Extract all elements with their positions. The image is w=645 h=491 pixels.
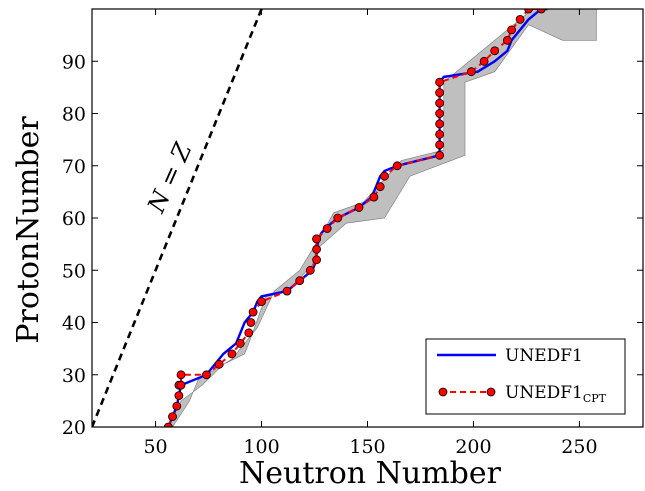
y-tick-label: 20	[62, 417, 86, 439]
unedf1-cpt-point	[201, 370, 211, 380]
unedf1-cpt-point	[375, 182, 385, 192]
x-tick-label: 100	[243, 436, 279, 458]
y-axis-label: ProtonNumber	[11, 116, 46, 344]
unedf1-cpt-point	[163, 422, 173, 427]
unedf1-cpt-point	[435, 77, 445, 87]
unedf1-cpt-point	[176, 370, 186, 380]
unedf1-cpt-point	[176, 380, 186, 390]
legend-box	[425, 338, 626, 415]
n-equals-z-annotation: N = Z	[142, 137, 198, 217]
unedf1-cpt-point	[174, 391, 184, 401]
unedf1-cpt-point	[435, 129, 445, 139]
unedf1-cpt-point	[435, 119, 445, 129]
unedf1-cpt-point	[227, 349, 237, 359]
x-tick-label: 200	[455, 436, 491, 458]
unedf1-cpt-point	[515, 14, 525, 24]
x-tick-label: 150	[349, 436, 385, 458]
y-tick-label: 40	[62, 313, 86, 335]
unedf1-cpt-point	[248, 307, 258, 317]
y-tick-label: 90	[62, 51, 86, 73]
unedf1-cpt-point	[168, 412, 177, 422]
unedf1-cpt-point	[322, 224, 332, 233]
y-tick-label: 50	[62, 260, 86, 282]
y-tick-label: 60	[62, 208, 86, 230]
legend-label-unedf1-cpt-subscript: CPT	[583, 392, 607, 405]
legend-label-unedf1-cpt: UNEDF1CPT	[505, 383, 607, 405]
x-tick-label: 50	[143, 436, 167, 458]
y-axis: 20 30 40 50 60 70 80 90	[62, 51, 643, 439]
unedf1-cpt-point	[380, 171, 389, 181]
unedf1-cpt-point	[435, 109, 445, 118]
unedf1-cpt-markers	[163, 9, 546, 427]
unedf1-cpt-point	[435, 88, 445, 97]
unedf1-cpt-point	[466, 67, 476, 77]
unedf1-cpt-point	[305, 265, 315, 275]
y-tick-label: 70	[62, 156, 86, 178]
uncertainty-band	[134, 9, 597, 427]
unedf1-cpt-point	[172, 401, 182, 411]
x-tick-label: 250	[561, 436, 597, 458]
unedf1-cpt-point	[312, 255, 322, 265]
unedf1-cpt-point	[244, 328, 254, 338]
unedf1-cpt-point	[490, 46, 500, 56]
unedf1-cpt-point	[295, 276, 305, 286]
unedf1-cpt-point	[333, 213, 343, 223]
n-equals-z-line	[92, 9, 263, 427]
unedf1-cpt-point	[392, 161, 402, 171]
unedf1-cpt-point	[536, 9, 546, 14]
x-axis-label: Neutron Number	[239, 456, 502, 491]
unedf1-cpt-point	[435, 150, 445, 160]
unedf1-cpt-point	[246, 318, 256, 327]
unedf1-cpt-point	[214, 359, 224, 369]
unedf1-cpt-point	[435, 140, 445, 150]
unedf1-cpt-point	[282, 286, 292, 296]
legend: UNEDF1 UNEDF1CPT	[425, 338, 626, 415]
unedf1-cpt-point	[502, 35, 512, 45]
unedf1-cpt-point	[312, 244, 322, 254]
legend-marker-unedf1-cpt-right	[486, 387, 496, 397]
legend-marker-unedf1-cpt-left	[438, 387, 448, 397]
unedf1-cpt-point	[479, 56, 489, 66]
unedf1-cpt-point	[369, 192, 379, 202]
unedf1-cpt-point	[507, 25, 517, 35]
unedf1-cpt-point	[524, 9, 533, 14]
x-axis: 50 100 150 200 250	[143, 9, 598, 458]
unedf1-cpt-point	[435, 98, 445, 108]
unedf1-cpt-point	[354, 203, 364, 212]
unedf1-cpt-point	[312, 234, 322, 244]
unedf1-cpt-point	[235, 338, 245, 348]
unedf1-cpt-point	[257, 297, 266, 307]
y-tick-label: 30	[62, 365, 86, 387]
legend-label-unedf1-cpt-main: UNEDF1	[505, 383, 583, 403]
legend-label-unedf1: UNEDF1	[505, 346, 583, 366]
y-tick-label: 80	[62, 104, 86, 126]
